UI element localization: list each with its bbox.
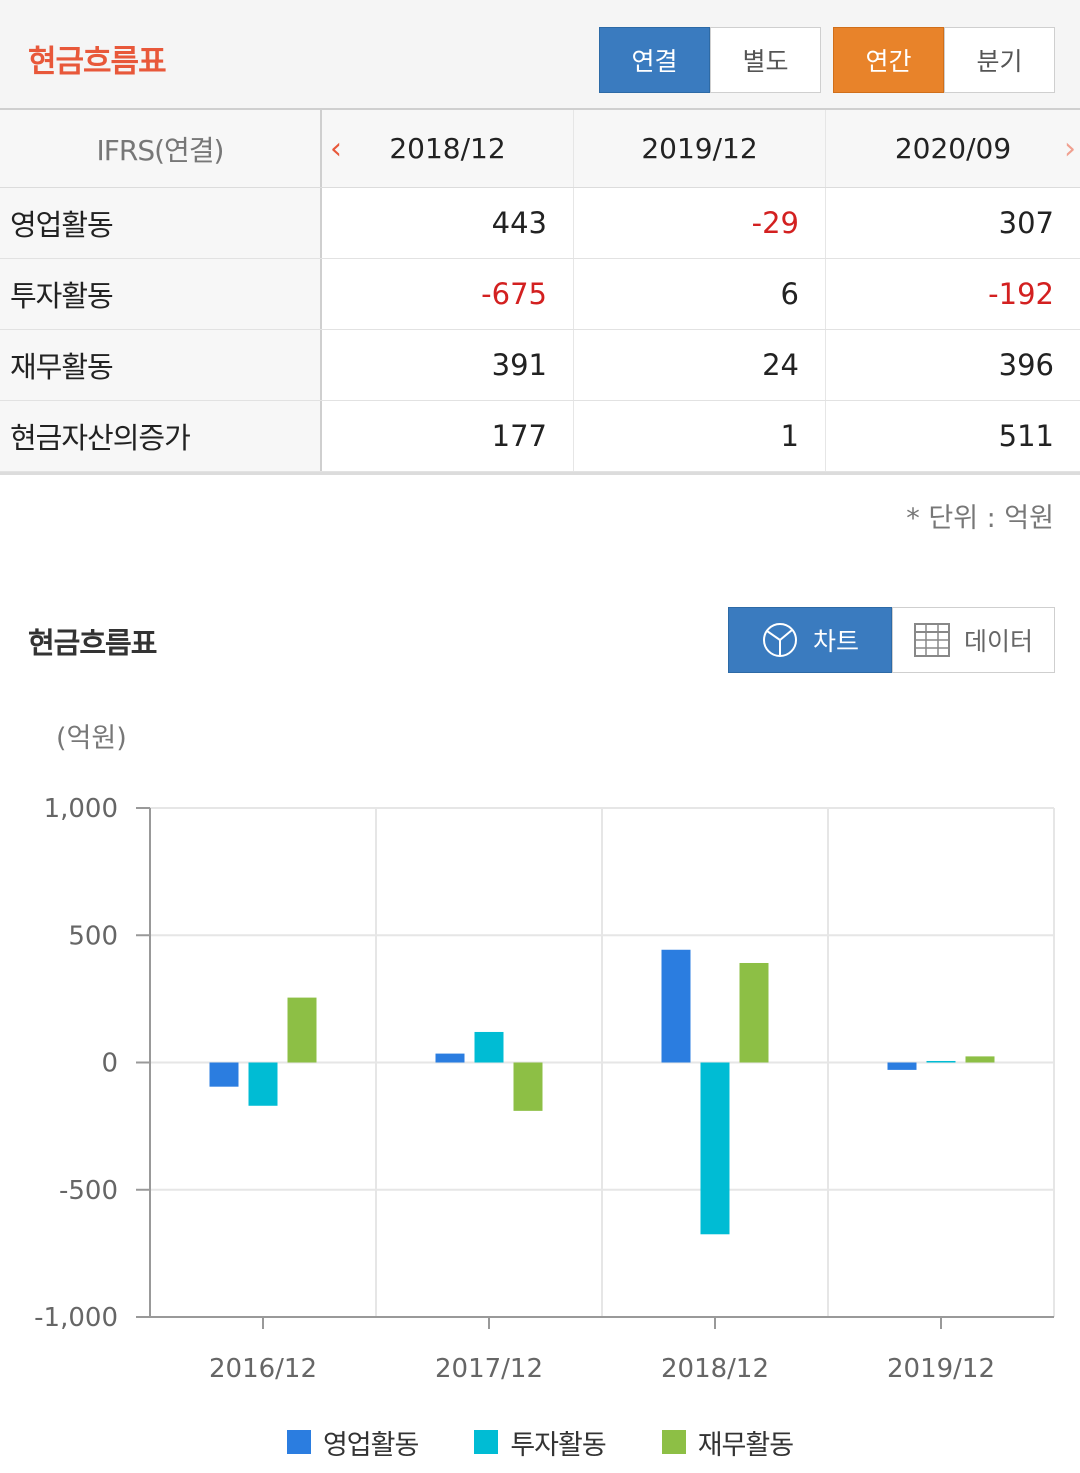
bar xyxy=(209,1062,239,1087)
table-cell: 511 xyxy=(998,419,1054,453)
legend-swatch xyxy=(286,1430,311,1454)
period-toggle: 연간 분기 xyxy=(833,27,1055,93)
row-label: 투자활동 xyxy=(0,259,322,329)
table-cell: 396 xyxy=(998,348,1054,382)
chart-section-title: 현금흐름표 xyxy=(28,626,157,660)
bar xyxy=(887,1062,917,1070)
y-tick-label: -1,000 xyxy=(34,1303,118,1333)
x-tick-label: 2017/12 xyxy=(435,1354,543,1384)
bar xyxy=(287,997,317,1063)
bar xyxy=(248,1062,278,1106)
row-label: 재무활동 xyxy=(0,330,322,400)
unit-note: * 단위 : 억원 xyxy=(906,503,1054,534)
legend-label: 재무활동 xyxy=(697,1429,794,1461)
table-row: 재무활동 391 24 396 xyxy=(0,330,1080,401)
bar xyxy=(739,962,769,1063)
cash-flow-table: IFRS(연결) ‹ 2018/12 2019/12 2020/09 › 영업활… xyxy=(0,110,1080,472)
table-row: 현금자산의증가 177 1 511 xyxy=(0,401,1080,472)
legend-item[interactable]: 재무활동 xyxy=(661,1423,794,1462)
table-divider xyxy=(0,472,1080,475)
pie-chart-icon xyxy=(762,623,797,657)
legend-label: 영업활동 xyxy=(322,1429,419,1461)
table-cell: 391 xyxy=(322,330,574,400)
consolidation-toggle: 연결 별도 xyxy=(599,27,821,93)
table-row: 영업활동 443 -29 307 xyxy=(0,188,1080,259)
x-tick-label: 2019/12 xyxy=(887,1354,995,1384)
consolidated-button[interactable]: 연결 xyxy=(599,27,710,93)
bar xyxy=(435,1053,465,1063)
bar xyxy=(926,1060,956,1063)
y-axis-unit: (억원) xyxy=(56,723,127,754)
column-header: 2019/12 xyxy=(574,110,826,187)
separate-button[interactable]: 별도 xyxy=(710,27,821,93)
cash-flow-bar-chart: 1,000 500 0 -500 -1,000 2016/12 2017/12 2018/12… xyxy=(34,794,1055,1384)
table-cell: 1 xyxy=(574,401,826,471)
table-cell: 24 xyxy=(574,330,826,400)
data-view-button[interactable]: 데이터 xyxy=(892,607,1055,673)
data-view-label: 데이터 xyxy=(963,627,1033,656)
table-cell: -675 xyxy=(322,259,574,329)
y-tick-label: 1,000 xyxy=(44,794,118,824)
page-title: 현금흐름표 xyxy=(28,44,167,80)
table-cell: 6 xyxy=(574,259,826,329)
legend-swatch xyxy=(661,1430,686,1454)
quarterly-button[interactable]: 분기 xyxy=(944,27,1055,93)
legend-item[interactable]: 투자활동 xyxy=(474,1423,607,1462)
y-tick-label: 0 xyxy=(101,1049,118,1079)
chart-legend: 영업활동 투자활동 재무활동 xyxy=(0,1420,1080,1464)
accounting-standard-label: IFRS(연결) xyxy=(0,110,322,187)
bar xyxy=(513,1062,543,1111)
table-row: 투자활동 -675 6 -192 xyxy=(0,259,1080,330)
bar xyxy=(700,1062,730,1235)
chart-view-label: 차트 xyxy=(812,627,859,656)
y-tick-label: 500 xyxy=(68,921,118,951)
view-toggle: 차트 데이터 xyxy=(728,607,1055,673)
annual-button[interactable]: 연간 xyxy=(833,27,944,93)
x-tick-label: 2018/12 xyxy=(661,1354,769,1384)
row-label: 현금자산의증가 xyxy=(0,401,322,471)
chart-view-button[interactable]: 차트 xyxy=(728,607,892,673)
table-cell: -29 xyxy=(574,188,826,258)
table-cell: 307 xyxy=(998,206,1054,240)
page-header: 현금흐름표 연결 별도 연간 분기 xyxy=(0,0,1080,110)
row-label: 영업활동 xyxy=(0,188,322,258)
bar xyxy=(661,949,691,1063)
y-tick-label: -500 xyxy=(59,1176,118,1206)
x-tick-label: 2016/12 xyxy=(209,1354,317,1384)
table-cell: 443 xyxy=(322,188,574,258)
chevron-left-icon[interactable]: ‹ xyxy=(330,131,342,166)
column-header: ‹ 2018/12 xyxy=(322,110,574,187)
chevron-right-icon[interactable]: › xyxy=(1064,131,1076,166)
table-header-row: IFRS(연결) ‹ 2018/12 2019/12 2020/09 › xyxy=(0,110,1080,188)
table-cell: 177 xyxy=(322,401,574,471)
column-header: 2020/09 › xyxy=(894,131,1076,166)
legend-item[interactable]: 영업활동 xyxy=(286,1423,419,1462)
legend-swatch xyxy=(474,1430,499,1454)
table-grid-icon xyxy=(913,623,950,657)
bar xyxy=(474,1031,504,1063)
legend-label: 투자활동 xyxy=(510,1429,606,1461)
bar xyxy=(965,1056,995,1063)
table-cell: -192 xyxy=(988,277,1054,311)
